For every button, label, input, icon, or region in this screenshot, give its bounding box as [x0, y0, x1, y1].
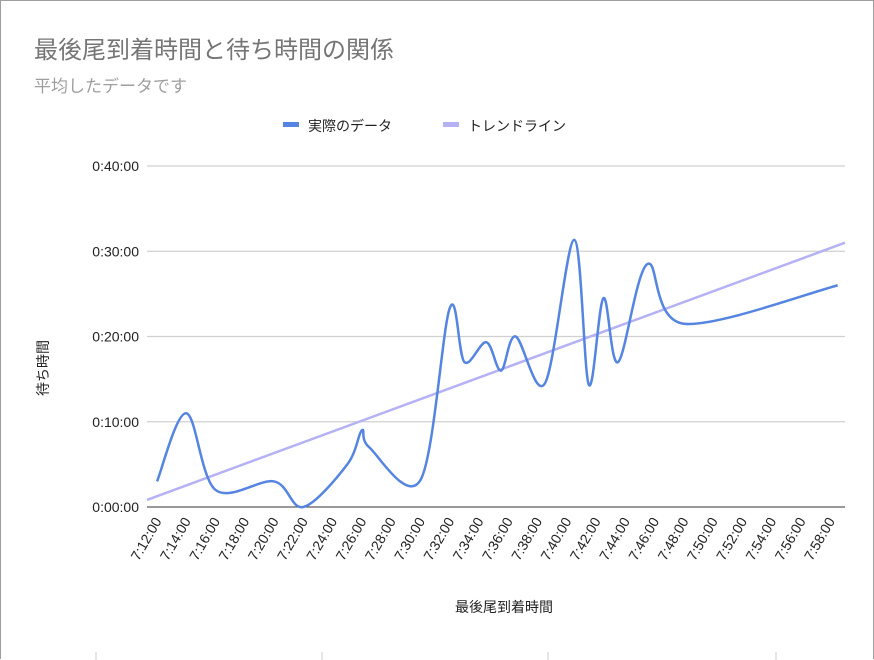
series-line-actual: [155, 238, 838, 509]
y-tick-label: 0:10:00: [92, 414, 139, 430]
y-tick-label: 0:30:00: [92, 243, 139, 259]
legend-swatch-trend: [443, 122, 459, 127]
legend-label-actual: 実際のデータ: [308, 118, 392, 135]
y-axis-title: 待ち時間: [36, 340, 52, 396]
y-tick-label: 0:40:00: [92, 158, 139, 174]
x-axis-title: 最後尾到着時間: [455, 600, 553, 616]
legend-label-trend: トレンドライン: [468, 119, 566, 135]
trendline: [146, 241, 846, 502]
legend-swatch-actual: [283, 122, 299, 127]
y-tick-label: 0:20:00: [92, 329, 139, 345]
y-tick-label: 0:00:00: [92, 499, 139, 515]
chart-subtitle: 平均したデータです: [34, 77, 187, 97]
chart-title: 最後尾到着時間と待ち時間の関係: [34, 36, 394, 64]
